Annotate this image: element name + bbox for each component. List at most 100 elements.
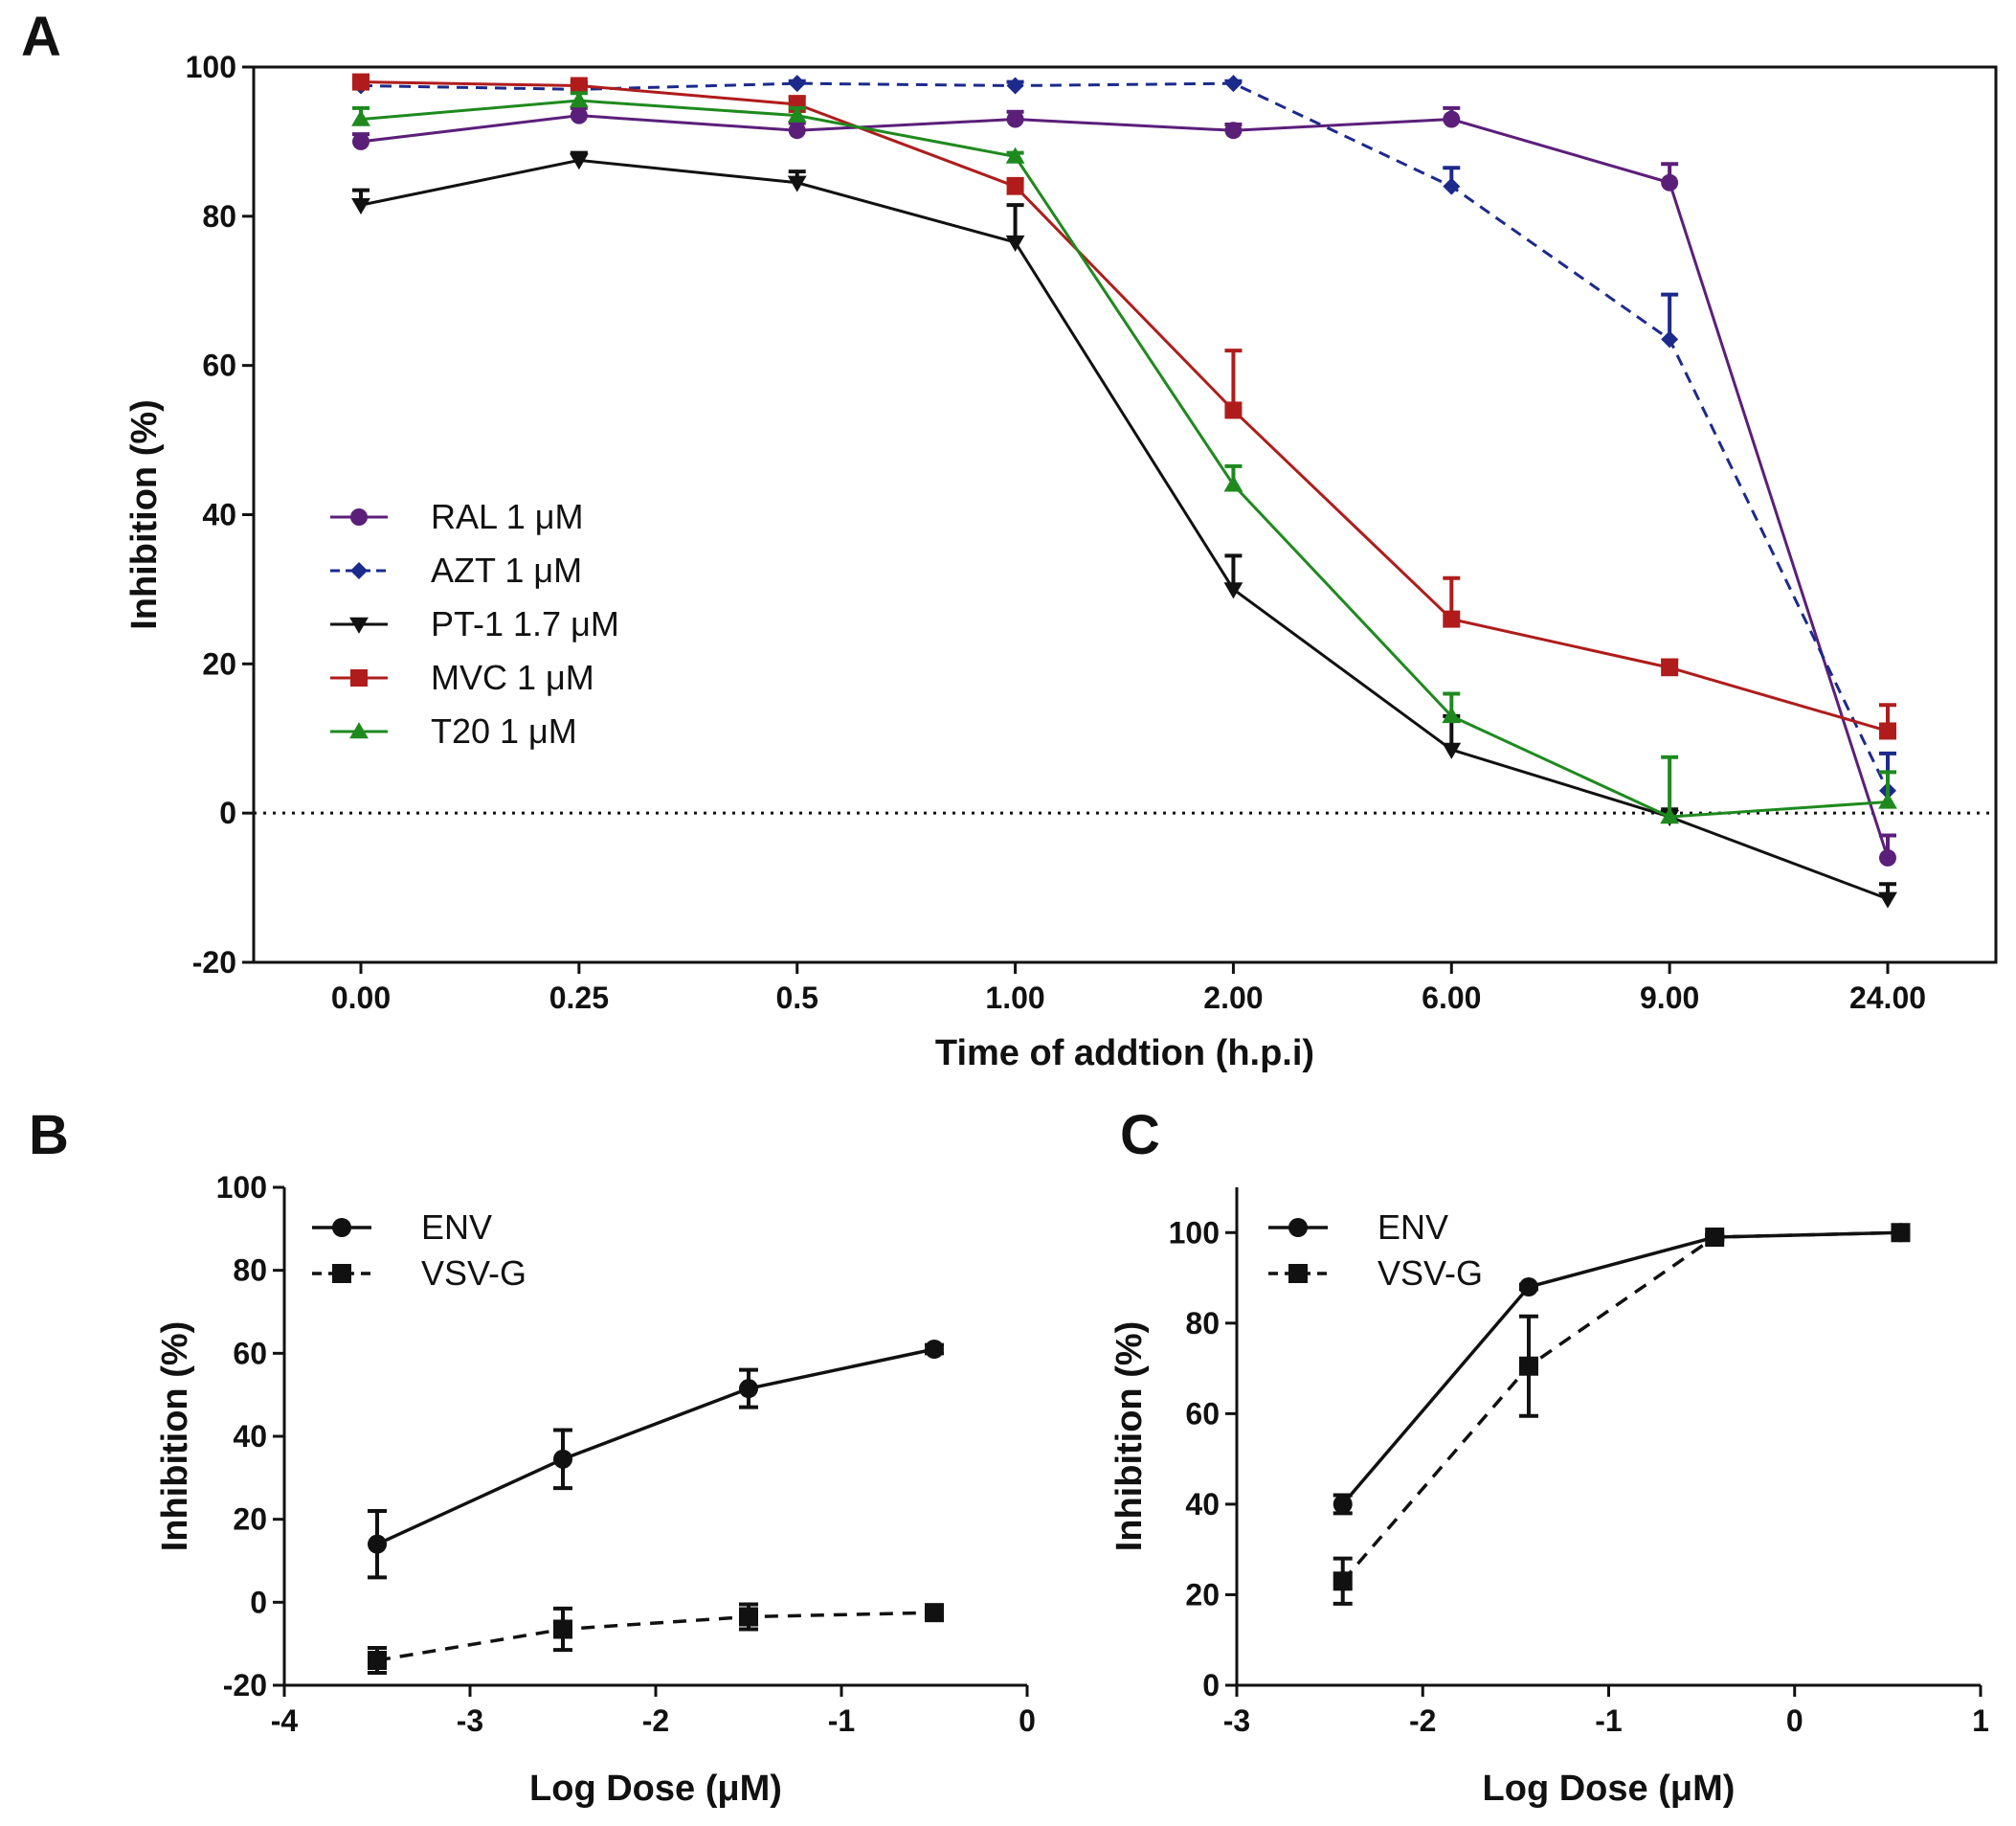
data-point [788,122,806,140]
data-point [1006,77,1024,95]
series-ral-1-m [352,105,1896,867]
data-point [1223,475,1243,492]
legend-label: ENV [1378,1207,1448,1247]
y-tick-label: 20 [1185,1577,1220,1612]
y-tick-label: 60 [202,349,236,383]
data-point [553,1449,572,1469]
y-tick-label: 80 [233,1253,267,1288]
data-point [1005,235,1025,253]
x-axis-title: Log Dose (μM) [529,1769,782,1809]
series-mvc-1-m [352,73,1896,740]
legend-label: T20 1 μM [431,711,577,751]
data-point [1333,1494,1353,1514]
series-line [360,99,1889,819]
x-axis-title: Time of addtion (h.p.i) [935,1033,1314,1073]
y-tick-label: -20 [192,945,236,980]
y-tick-label: 0 [250,1585,267,1619]
y-tick-label: 20 [202,646,236,681]
x-tick-label: -2 [642,1703,669,1738]
y-tick-label: 60 [233,1336,267,1370]
data-point [352,73,370,91]
legend-item-vsv-g: VSV-G [312,1253,526,1293]
data-point [1660,807,1680,824]
x-tick-label: -3 [1223,1703,1250,1738]
series-vsv-g [368,1602,944,1675]
data-point [1443,610,1461,628]
x-tick-label: -3 [457,1703,483,1738]
legend: ENV VSV-G [312,1207,526,1293]
data-point [788,75,806,93]
y-tick-label: 0 [219,796,236,830]
data-point [787,105,807,123]
legend-item-env: ENV [312,1207,492,1247]
data-point [1443,177,1461,195]
legend: ENV VSV-G [1268,1207,1483,1293]
data-point [1878,891,1897,909]
data-point [739,1379,758,1399]
data-point [1891,1223,1911,1243]
legend-label: RAL 1 μM [431,497,583,536]
legend-label: MVC 1 μM [431,658,594,697]
data-point [1224,75,1243,93]
series-vsv-g [1333,1223,1911,1606]
data-point [570,77,588,95]
legend-marker [1288,1218,1308,1237]
legend-item-t20-1-m: T20 1 μM [330,711,577,751]
data-point [368,1651,387,1670]
y-tick-label: 40 [202,498,236,532]
legend-label: AZT 1 μM [431,551,582,590]
legend-marker [349,617,369,634]
data-point [1879,848,1896,867]
legend-item-azt-1-m: AZT 1 μM [330,551,582,590]
data-point [925,1340,944,1359]
x-tick-label: 1 [1972,1703,1989,1738]
x-tick-label: 0 [1786,1703,1803,1738]
data-point [1006,177,1024,195]
legend-label: ENV [421,1207,492,1247]
data-point [368,1534,387,1554]
data-point [570,106,588,124]
series-t20-1-m [351,91,1897,824]
x-tick-label: 24.00 [1849,981,1926,1015]
legend-marker [332,1264,351,1283]
chart-panel-a: -20 0 20 40 60 80 100 0.00 0.25 0.5 1.00 2.00 6.00 9.… [124,50,1998,1073]
data-point [1661,330,1679,349]
series-line [360,114,1890,859]
y-tick-label: 100 [186,50,236,84]
data-point [1443,110,1461,128]
legend-item-mvc-1-m: MVC 1 μM [330,658,594,697]
x-tick-label: -1 [1595,1703,1622,1738]
legend-marker [349,722,369,739]
series-line [376,1347,935,1546]
data-point [569,153,589,170]
data-point [1006,110,1024,128]
legend-item-ral-1-m: RAL 1 μM [330,497,583,536]
data-point [1705,1228,1725,1247]
x-tick-label: 0 [1019,1703,1036,1738]
x-axis-title: Log Dose (μM) [1483,1769,1736,1809]
x-tick-label: 9.00 [1640,981,1699,1015]
x-tick-label: 0.5 [775,981,818,1015]
data-point [1442,706,1462,724]
legend-label: VSV-G [1378,1253,1483,1293]
legend-label: PT-1 1.7 μM [431,604,619,643]
legend-marker [332,1218,351,1237]
series-line [360,80,1889,733]
data-point [1661,173,1679,192]
series-line [1341,1230,1901,1583]
legend-marker [1288,1264,1308,1283]
data-point [1223,582,1243,599]
data-point [1518,1356,1538,1376]
data-point [787,175,807,192]
y-tick-label: 60 [1185,1396,1220,1431]
y-tick-label: 100 [216,1170,267,1205]
x-tick-label: 0.00 [331,981,391,1015]
legend-label: VSV-G [421,1253,526,1293]
legend-marker [350,508,368,526]
data-point [553,1619,572,1639]
data-point [1333,1571,1353,1591]
panel-a-label: A [21,6,61,68]
y-tick-label: 100 [1169,1215,1220,1250]
data-point [351,197,370,215]
